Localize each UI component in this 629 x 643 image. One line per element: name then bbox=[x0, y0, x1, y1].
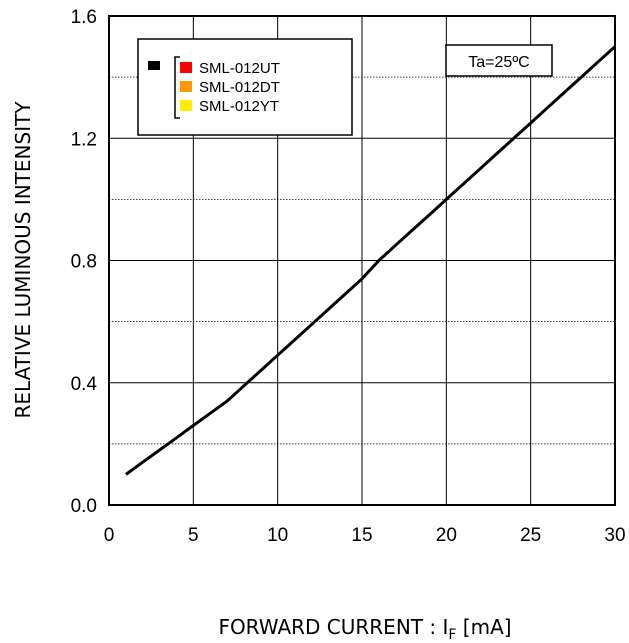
y-tick-label: 0.4 bbox=[71, 374, 98, 395]
x-tick-label: 0 bbox=[104, 525, 115, 546]
legend-label: SML-012DT bbox=[199, 79, 280, 96]
condition-note-text: Ta=25ºC bbox=[468, 54, 529, 71]
y-tick-label: 1.6 bbox=[71, 7, 97, 28]
y-tick-label: 0.8 bbox=[71, 252, 97, 273]
x-tick-label: 15 bbox=[351, 525, 372, 546]
condition-note-box bbox=[445, 44, 553, 77]
x-tick-labels: 0 5 10 15 20 25 30 bbox=[104, 525, 626, 546]
x-tick-label: 10 bbox=[267, 525, 288, 546]
legend-label: SML-012UT bbox=[199, 60, 280, 77]
x-tick-label: 20 bbox=[436, 525, 457, 546]
legend-bracket bbox=[174, 56, 180, 119]
y-tick-label: 1.2 bbox=[71, 129, 97, 150]
legend-swatch bbox=[180, 62, 192, 73]
x-tick-label: 5 bbox=[188, 525, 199, 546]
y-tick-labels: 0.0 0.4 0.8 1.2 1.6 bbox=[71, 7, 98, 517]
x-tick-label: 25 bbox=[520, 525, 541, 546]
legend-line-marker bbox=[148, 61, 160, 70]
x-axis-label-main: FORWARD CURRENT : I bbox=[218, 615, 448, 639]
x-tick-label: 30 bbox=[604, 525, 625, 546]
x-axis-label: FORWARD CURRENT : IF [mA] bbox=[218, 615, 511, 643]
x-axis-label-subscript: F bbox=[448, 627, 456, 643]
legend-swatch bbox=[180, 100, 192, 111]
legend-entries: SML-012UT SML-012DT SML-012YT bbox=[180, 60, 280, 115]
legend-box bbox=[137, 38, 353, 136]
legend-label: SML-012YT bbox=[199, 98, 279, 115]
y-tick-label: 0.0 bbox=[71, 496, 97, 517]
condition-note: Ta=25ºC bbox=[445, 44, 553, 77]
legend: SML-012UT SML-012DT SML-012YT bbox=[137, 38, 353, 136]
y-axis-label: RELATIVE LUMINOUS INTENSITY bbox=[11, 101, 35, 419]
plot-frame bbox=[108, 15, 616, 506]
x-axis-label-unit: [mA] bbox=[456, 615, 511, 639]
series-line bbox=[125, 45, 617, 476]
legend-swatch bbox=[180, 81, 192, 92]
